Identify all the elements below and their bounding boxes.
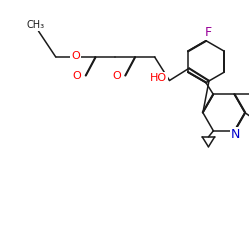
Text: CH₃: CH₃ [27, 20, 45, 30]
Text: N: N [231, 128, 240, 141]
Text: F: F [205, 26, 212, 38]
Text: HO: HO [150, 73, 167, 83]
Text: O: O [112, 70, 121, 81]
Text: O: O [71, 51, 80, 61]
Text: O: O [72, 70, 81, 81]
